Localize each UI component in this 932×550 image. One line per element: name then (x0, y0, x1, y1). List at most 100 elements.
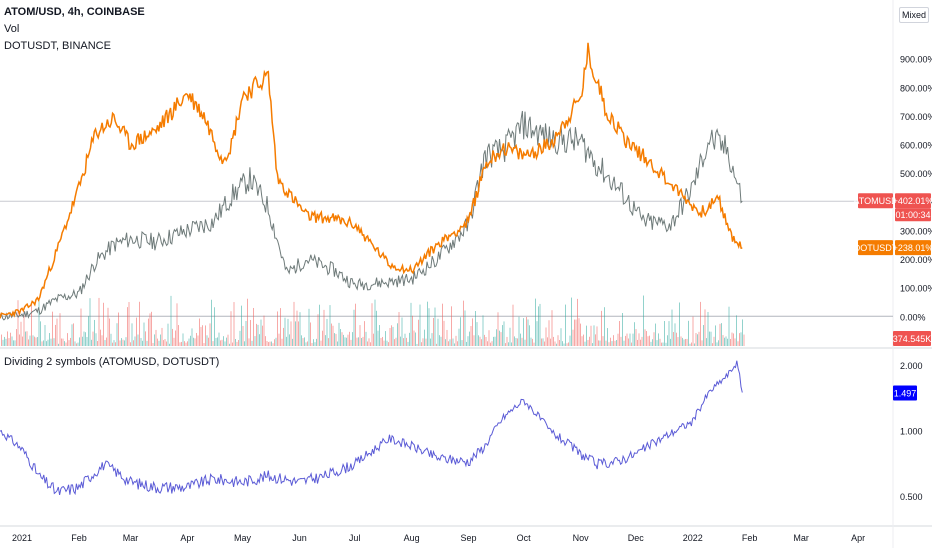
volume-bar (646, 331, 647, 346)
volume-bar (539, 303, 541, 346)
volume-bar (506, 336, 508, 346)
volume-bar (16, 329, 17, 346)
volume-bar (77, 342, 79, 346)
volume-bar (40, 321, 41, 346)
volume-bar (38, 298, 40, 346)
volume-bar (215, 337, 217, 346)
volume-bar (658, 333, 659, 346)
volume-bar (136, 317, 137, 346)
volume-bar (370, 342, 371, 346)
volume-bar (107, 307, 109, 346)
volume-bar (718, 340, 719, 346)
volume-bar (635, 329, 637, 346)
volume-bar (676, 332, 677, 346)
volume-bar (379, 325, 380, 346)
volume-bar (341, 332, 343, 346)
volume-bar (29, 335, 31, 346)
volume-bar (325, 335, 326, 346)
volume-bar (710, 331, 712, 346)
volume-bar (448, 341, 449, 346)
volume-bar (436, 343, 437, 346)
volume-bar (208, 337, 209, 346)
volume-bar (452, 338, 454, 346)
volume-bar (653, 332, 655, 346)
volume-bar (601, 310, 602, 346)
volume-bar (460, 317, 461, 346)
volume-bar (185, 342, 187, 346)
symbol-title[interactable]: ATOM/USD, 4h, COINBASE (4, 6, 145, 18)
volume-bar (659, 338, 661, 346)
atom-countdown-badge-text: 01:00:34 (895, 210, 930, 220)
volume-bar (344, 337, 346, 346)
volume-bar (103, 302, 104, 346)
volume-bar (181, 341, 182, 346)
volume-bar (584, 341, 586, 346)
volume-bar (62, 338, 64, 346)
volume-bar (716, 342, 718, 346)
volume-bar (703, 325, 704, 346)
volume-bar (533, 342, 535, 346)
volume-bar (17, 300, 19, 346)
volume-bar (655, 323, 656, 346)
volume-bar (704, 309, 706, 346)
scale-mode-button[interactable]: Mixed (899, 7, 929, 23)
volume-bar (158, 340, 160, 346)
volume-bar (566, 343, 568, 346)
time-tick-label: Sep (461, 533, 477, 543)
dot-symbol-badge-text: DOTUSDT (854, 243, 898, 253)
volume-bar (503, 321, 505, 346)
volume-bar (634, 322, 635, 346)
indicator-legend[interactable]: Dividing 2 symbols (ATOMUSD, DOTUSDT) (4, 356, 220, 368)
volume-bar (392, 326, 394, 346)
volume-bar (83, 331, 85, 346)
volume-bar (607, 328, 608, 346)
volume-bar (373, 333, 374, 346)
volume-bar (290, 321, 292, 346)
ratio-series (0, 360, 743, 496)
volume-bar (451, 306, 452, 346)
volume-bar (640, 339, 641, 346)
volume-bar (340, 329, 341, 346)
volume-bar (59, 313, 61, 346)
volume-bar (41, 341, 43, 346)
volume-bar (410, 302, 412, 346)
time-axis[interactable]: 2021 Feb Mar Apr May Jun Jul Aug Sep Oct Nov Dec 202… (12, 533, 865, 543)
volume-bar (485, 337, 487, 346)
volume-bar (23, 311, 25, 346)
volume-bar (548, 320, 550, 346)
volume-bar (401, 317, 403, 346)
volume-bar (155, 329, 157, 346)
volume-bar (25, 331, 26, 346)
volume-bar (505, 343, 506, 346)
volume-bar (275, 337, 277, 346)
volume-bar (425, 338, 427, 346)
price-axis[interactable]: 0.00%100.00%200.00%300.00%400.00%500.00%… (900, 55, 932, 502)
volume-bar (265, 336, 266, 346)
volume-bar (374, 299, 376, 346)
volume-bar (160, 334, 161, 346)
volume-bar (664, 321, 665, 346)
volume-bar (742, 319, 743, 346)
volume-bar (526, 316, 527, 346)
volume-bar (128, 302, 130, 346)
volume-bar (482, 315, 484, 346)
volume-bar (163, 340, 164, 346)
volume-bar (257, 324, 259, 346)
volume-bar (595, 334, 596, 346)
volume-bar (692, 316, 694, 346)
volume-legend[interactable]: Vol (4, 23, 20, 35)
volume-bar (28, 339, 29, 346)
ratio-tick-label: 0.500 (900, 492, 923, 502)
volume-bar (245, 321, 247, 346)
volume-bar (719, 323, 721, 346)
volume-bar (331, 323, 332, 346)
volume-bar (274, 339, 275, 346)
volume-bar (380, 338, 382, 346)
volume-bar (698, 331, 700, 346)
volume-bar (154, 334, 155, 346)
volume-bar (197, 335, 199, 346)
compare-symbol-legend[interactable]: DOTUSDT, BINANCE (4, 40, 111, 52)
volume-bar (277, 311, 278, 346)
volume-bar (424, 329, 425, 346)
